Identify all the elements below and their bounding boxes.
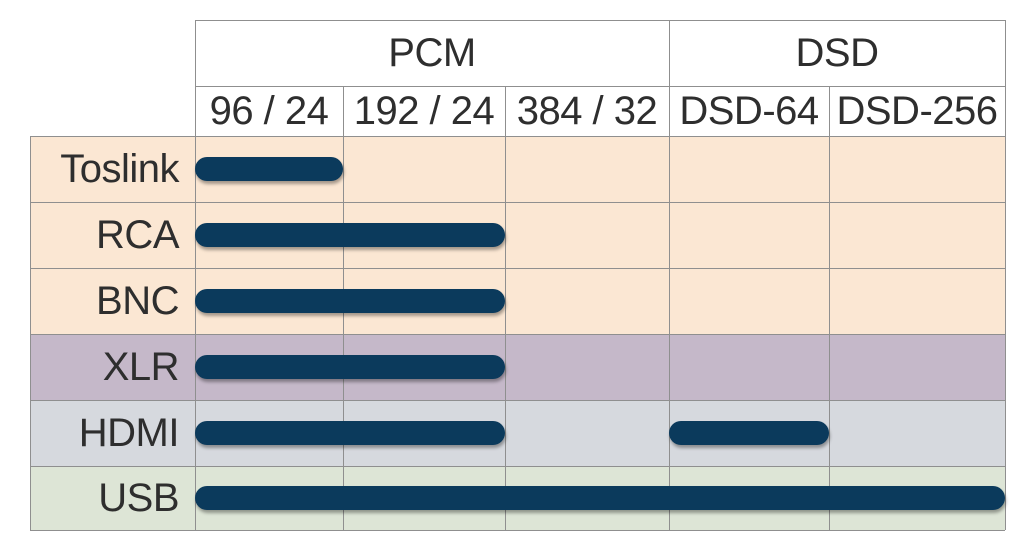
grid-line-col-4 [829,86,830,530]
grid-line-col-2 [505,86,506,530]
grid-line-col-5 [1005,20,1006,530]
row-label-hdmi: HDMI [78,410,180,455]
row-band-xlr [30,334,1005,400]
column-header-2: 384 / 32 [516,88,658,133]
column-header-3: DSD-64 [679,88,819,133]
support-bar-xlr-0 [195,355,505,379]
row-label-usb: USB [98,475,179,520]
support-bar-usb-0 [195,486,1005,510]
grid-line-row-6 [30,530,1005,531]
grid-line-top [195,20,1005,21]
row-label-xlr: XLR [102,344,180,389]
grid-line-row-3 [30,334,1005,335]
group-header-pcm: PCM [388,30,476,75]
grid-line-col-3 [669,20,670,530]
row-band-rca [30,202,1005,268]
grid-line-group-bottom [195,86,1005,87]
grid-line-row-5 [30,466,1005,467]
grid-line-row-0 [30,136,1005,137]
grid-line-row-4 [30,400,1005,401]
column-header-1: 192 / 24 [353,88,495,133]
row-label-toslink: Toslink [60,146,179,191]
row-band-toslink [30,136,1005,202]
row-label-bnc: BNC [96,278,179,323]
grid-line-row-2 [30,268,1005,269]
support-bar-hdmi-1 [669,421,829,445]
group-header-dsd: DSD [795,30,879,75]
support-bar-hdmi-0 [195,421,505,445]
support-bar-bnc-0 [195,289,505,313]
support-bar-rca-0 [195,223,505,247]
row-band-hdmi [30,400,1005,466]
grid-line-row-1 [30,202,1005,203]
column-header-0: 96 / 24 [209,88,329,133]
row-label-rca: RCA [96,212,179,257]
grid-line-col-0 [195,20,196,530]
row-band-bnc [30,268,1005,334]
support-bar-toslink-0 [195,157,343,181]
column-header-4: DSD-256 [836,88,998,133]
grid-line-label-left [30,136,31,530]
